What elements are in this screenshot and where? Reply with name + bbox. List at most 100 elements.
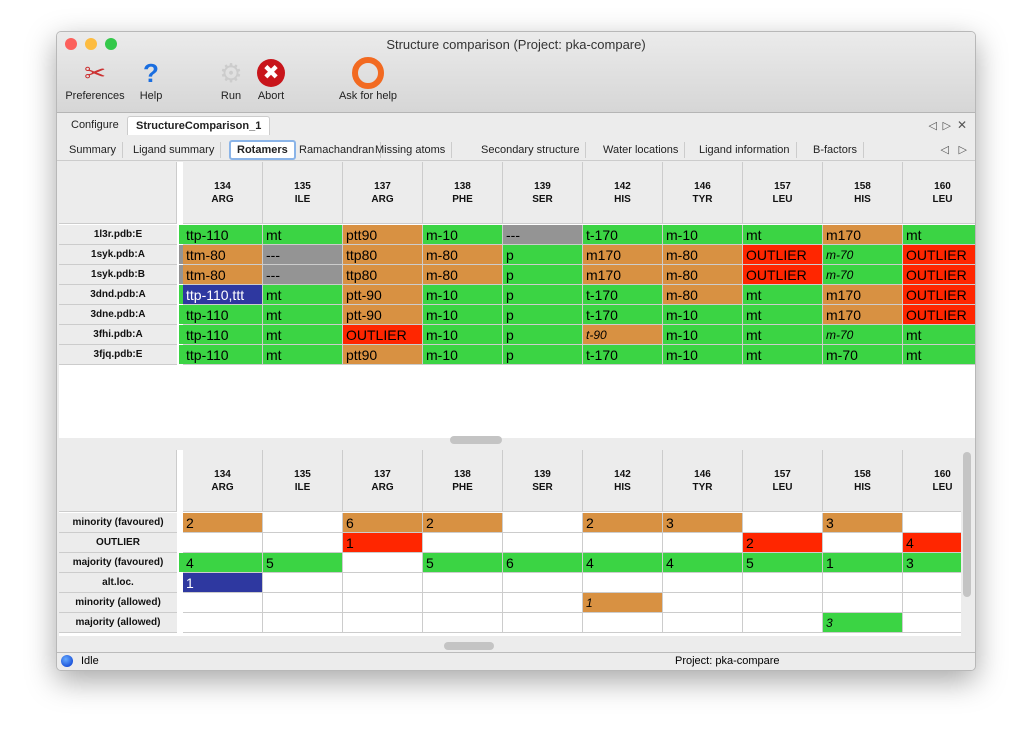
table-cell[interactable]: m-70: [823, 325, 903, 345]
table-cell[interactable]: 2: [743, 533, 823, 553]
subtab-ligand-summary[interactable]: Ligand summary: [127, 142, 222, 158]
table-cell[interactable]: mt: [743, 285, 823, 305]
table-cell[interactable]: 1: [823, 553, 903, 573]
table-cell[interactable]: mt: [903, 225, 975, 245]
table-cell[interactable]: m170: [583, 245, 663, 265]
table-cell[interactable]: [743, 593, 823, 613]
table-cell[interactable]: mt: [263, 345, 343, 365]
subtab-next-icon[interactable]: ▷: [958, 144, 967, 156]
table-cell[interactable]: [823, 573, 903, 593]
subtab-missing-atoms[interactable]: Missing atoms: [369, 142, 453, 158]
table-cell[interactable]: t-90: [583, 325, 663, 345]
column-header[interactable]: 157 LEU: [743, 450, 823, 512]
table-cell[interactable]: [263, 513, 343, 533]
table-cell[interactable]: mt: [743, 345, 823, 365]
table-cell[interactable]: mt: [263, 285, 343, 305]
table-cell[interactable]: mt: [903, 345, 975, 365]
table-cell[interactable]: 6: [503, 553, 583, 573]
table-cell[interactable]: mt: [263, 225, 343, 245]
table-cell[interactable]: ptt-90: [343, 285, 423, 305]
subtab-prev-icon[interactable]: ◁: [940, 144, 949, 156]
table-cell[interactable]: 5: [423, 553, 503, 573]
column-header[interactable]: 146 TYR: [663, 162, 743, 224]
tab-configure[interactable]: Configure: [71, 119, 119, 131]
table-cell[interactable]: [903, 593, 961, 613]
table-cell[interactable]: ---: [263, 265, 343, 285]
column-header[interactable]: 142 HIS: [583, 450, 663, 512]
subtab-secondary-structure[interactable]: Secondary structure: [475, 142, 587, 158]
table-cell[interactable]: ttp-110: [183, 225, 263, 245]
table-cell[interactable]: OUTLIER: [343, 325, 423, 345]
table-cell[interactable]: mt: [743, 325, 823, 345]
row-header[interactable]: 1syk.pdb:B: [59, 265, 177, 285]
table-cell[interactable]: 5: [743, 553, 823, 573]
row-header[interactable]: minority (allowed): [59, 593, 177, 613]
table-cell[interactable]: m170: [823, 225, 903, 245]
table-cell[interactable]: p: [503, 285, 583, 305]
column-header[interactable]: 139 SER: [503, 162, 583, 224]
table-cell[interactable]: [423, 573, 503, 593]
subtab-ligand-information[interactable]: Ligand information: [693, 142, 797, 158]
row-header[interactable]: majority (allowed): [59, 613, 177, 633]
table-cell[interactable]: OUTLIER: [743, 265, 823, 285]
table-cell[interactable]: 4: [183, 553, 263, 573]
table-cell[interactable]: ---: [263, 245, 343, 265]
table-cell[interactable]: ttm-80: [183, 245, 263, 265]
table-cell[interactable]: OUTLIER: [903, 245, 975, 265]
table-cell[interactable]: [503, 573, 583, 593]
row-header[interactable]: 3fhi.pdb:A: [59, 325, 177, 345]
table-cell[interactable]: m-10: [423, 285, 503, 305]
table-cell[interactable]: 4: [903, 533, 961, 553]
table-cell[interactable]: ptt90: [343, 345, 423, 365]
table-cell[interactable]: p: [503, 265, 583, 285]
table-cell[interactable]: [263, 593, 343, 613]
table-cell[interactable]: [343, 573, 423, 593]
table-cell[interactable]: m170: [583, 265, 663, 285]
table-cell[interactable]: [663, 573, 743, 593]
table-cell[interactable]: [583, 613, 663, 633]
table-cell[interactable]: t-170: [583, 225, 663, 245]
table-cell[interactable]: [903, 613, 961, 633]
row-header[interactable]: minority (favoured): [59, 513, 177, 533]
subtab-ramachandran[interactable]: Ramachandran: [293, 142, 382, 158]
table-cell[interactable]: [343, 593, 423, 613]
table-cell[interactable]: m-10: [663, 305, 743, 325]
tab-prev-icon[interactable]: ◁: [928, 120, 937, 132]
subtab-rotamers[interactable]: Rotamers: [229, 140, 296, 160]
table-cell[interactable]: m-80: [423, 265, 503, 285]
table-cell[interactable]: [503, 533, 583, 553]
table-cell[interactable]: m-80: [663, 245, 743, 265]
row-header[interactable]: 3dnd.pdb:A: [59, 285, 177, 305]
table-cell[interactable]: m-70: [823, 245, 903, 265]
column-header[interactable]: 134 ARG: [183, 450, 263, 512]
table-cell[interactable]: m-10: [423, 325, 503, 345]
column-header[interactable]: 160 LEU: [903, 450, 961, 512]
table-cell[interactable]: ttp-110,ttt: [183, 285, 263, 305]
table-cell[interactable]: [263, 573, 343, 593]
table-cell[interactable]: ptt90: [343, 225, 423, 245]
table-cell[interactable]: ttp-110: [183, 345, 263, 365]
table-cell[interactable]: 1: [343, 533, 423, 553]
table-cell[interactable]: m-10: [663, 225, 743, 245]
table-cell[interactable]: [503, 513, 583, 533]
table-cell[interactable]: m-80: [423, 245, 503, 265]
table-cell[interactable]: OUTLIER: [903, 305, 975, 325]
table-cell[interactable]: ttp80: [343, 245, 423, 265]
table-cell[interactable]: m170: [823, 285, 903, 305]
table-cell[interactable]: m-80: [663, 265, 743, 285]
table-cell[interactable]: [743, 513, 823, 533]
table-cell[interactable]: [583, 533, 663, 553]
table-cell[interactable]: ttp-110: [183, 325, 263, 345]
column-header[interactable]: 137 ARG: [343, 162, 423, 224]
table-cell[interactable]: 2: [423, 513, 503, 533]
table-cell[interactable]: ttp-110: [183, 305, 263, 325]
table-cell[interactable]: [503, 613, 583, 633]
table-cell[interactable]: 3: [903, 553, 961, 573]
table-cell[interactable]: [823, 533, 903, 553]
abort-button[interactable]: ✖ Abort: [253, 56, 289, 102]
row-header[interactable]: 3dne.pdb:A: [59, 305, 177, 325]
table-cell[interactable]: 4: [663, 553, 743, 573]
table-cell[interactable]: 3: [823, 613, 903, 633]
table-cell[interactable]: [663, 533, 743, 553]
column-header[interactable]: 138 PHE: [423, 450, 503, 512]
